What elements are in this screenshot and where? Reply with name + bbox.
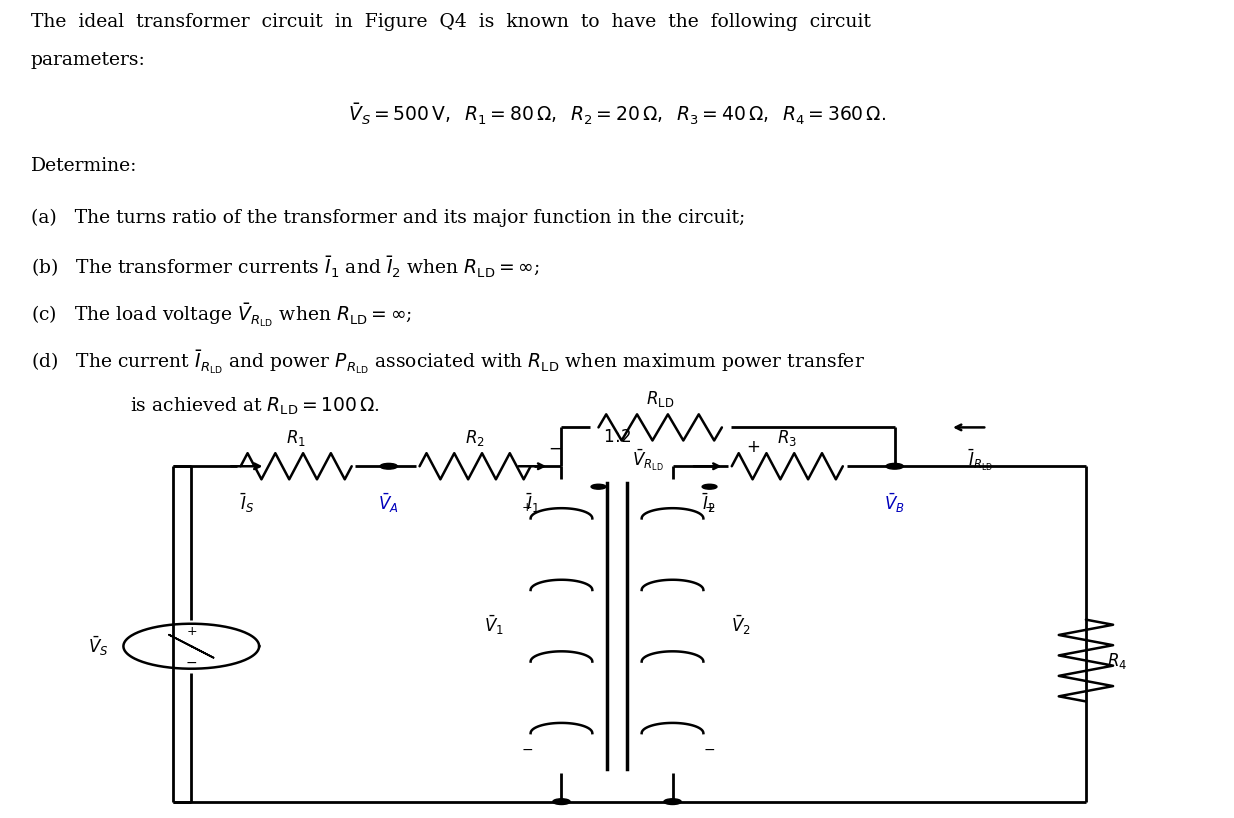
Text: $+$: $+$: [521, 501, 533, 514]
Text: $-$: $-$: [548, 439, 563, 456]
Text: (a)   The turns ratio of the transformer and its major function in the circuit;: (a) The turns ratio of the transformer a…: [31, 209, 745, 227]
Text: $\bar{V}_1$: $\bar{V}_1$: [484, 614, 503, 637]
Circle shape: [380, 463, 397, 470]
Text: $R_3$: $R_3$: [777, 428, 797, 447]
Circle shape: [702, 484, 717, 489]
Text: $\bar{V}_S = 500\,\mathrm{V},\;\; R_1 = 80\,\Omega,\;\; R_2 = 20\,\Omega,\;\; R_: $\bar{V}_S = 500\,\mathrm{V},\;\; R_1 = …: [348, 102, 886, 128]
Text: $-$: $-$: [703, 741, 716, 756]
Text: is achieved at $R_{\mathrm{LD}} = 100\,\Omega$.: is achieved at $R_{\mathrm{LD}} = 100\,\…: [130, 396, 380, 417]
Text: $+$: $+$: [185, 626, 197, 638]
Text: $\bar{V}_A$: $\bar{V}_A$: [379, 492, 399, 515]
Circle shape: [553, 798, 570, 805]
Text: $\bar{I}_1$: $\bar{I}_1$: [527, 492, 539, 515]
Text: $+$: $+$: [703, 501, 716, 514]
Text: (c)   The load voltage $\bar{V}_{R_{\mathrm{LD}}}$ when $R_{\mathrm{LD}} = \inft: (c) The load voltage $\bar{V}_{R_{\mathr…: [31, 302, 412, 330]
Text: $\bar{I}_{R_{\mathrm{LD}}}$: $\bar{I}_{R_{\mathrm{LD}}}$: [969, 447, 993, 473]
Text: $\bar{I}_S$: $\bar{I}_S$: [239, 492, 254, 515]
Text: (b)   The transformer currents $\bar{I}_1$ and $\bar{I}_2$ when $R_{\mathrm{LD}}: (b) The transformer currents $\bar{I}_1$…: [31, 255, 539, 281]
Text: $R_2$: $R_2$: [465, 428, 485, 447]
Circle shape: [664, 798, 681, 805]
Text: parameters:: parameters:: [31, 51, 146, 69]
Text: $R_{\mathrm{LD}}$: $R_{\mathrm{LD}}$: [647, 389, 674, 409]
Text: $R_4$: $R_4$: [1107, 650, 1127, 671]
Text: The  ideal  transformer  circuit  in  Figure  Q4  is  known  to  have  the  foll: The ideal transformer circuit in Figure …: [31, 13, 871, 31]
Text: $1\!:\!2$: $1\!:\!2$: [603, 429, 631, 446]
Text: (d)   The current $\bar{I}_{R_{\mathrm{LD}}}$ and power $P_{R_{\mathrm{LD}}}$ as: (d) The current $\bar{I}_{R_{\mathrm{LD}…: [31, 348, 865, 376]
Text: $-$: $-$: [185, 654, 197, 669]
Text: $\bar{V}_B$: $\bar{V}_B$: [885, 492, 905, 515]
Text: $\bar{V}_{R_{\mathrm{LD}}}$: $\bar{V}_{R_{\mathrm{LD}}}$: [632, 447, 664, 473]
Text: Determine:: Determine:: [31, 157, 137, 175]
Text: $+$: $+$: [745, 439, 760, 456]
Text: $R_1$: $R_1$: [286, 428, 306, 447]
Circle shape: [886, 463, 903, 470]
Circle shape: [591, 484, 606, 489]
Text: $\bar{V}_2$: $\bar{V}_2$: [731, 614, 750, 637]
Text: $\bar{I}_2$: $\bar{I}_2$: [702, 492, 714, 515]
Text: $-$: $-$: [521, 741, 533, 756]
Text: $\bar{V}_S$: $\bar{V}_S$: [89, 635, 109, 658]
